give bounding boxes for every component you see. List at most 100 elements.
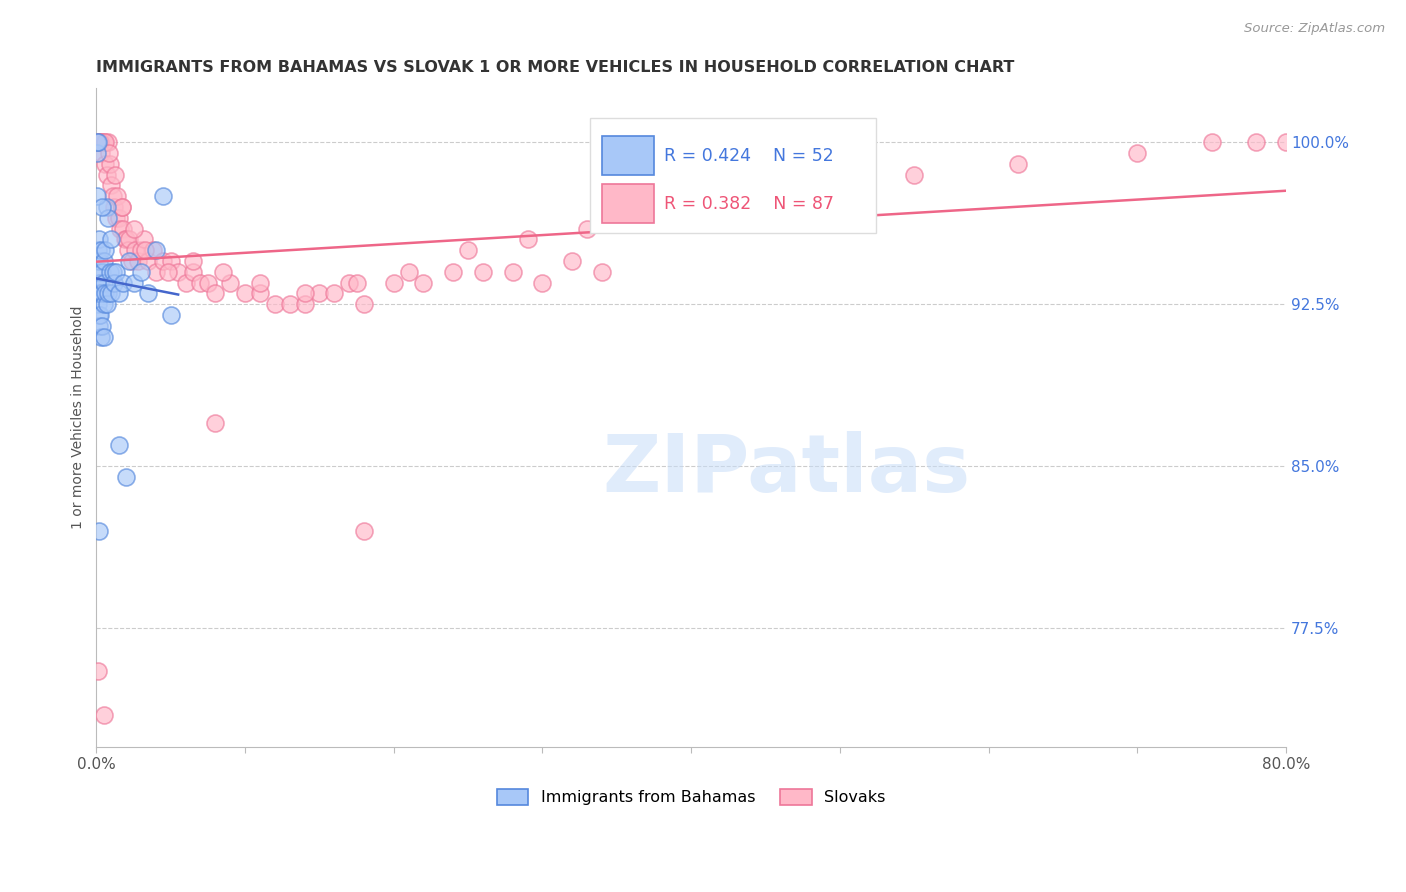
Point: [799, 178, 821, 193]
Point: [91, 265, 114, 279]
Point: [1201, 135, 1223, 149]
Point: [197, 276, 219, 290]
Point: [98, 265, 121, 279]
Point: [111, 200, 134, 214]
Point: [94, 244, 117, 258]
Point: [294, 297, 316, 311]
Point: [204, 286, 226, 301]
Point: [591, 265, 613, 279]
Point: [561, 254, 583, 268]
Point: [107, 437, 129, 451]
Text: R = 0.424    N = 52: R = 0.424 N = 52: [664, 147, 834, 165]
Point: [93, 707, 115, 722]
Point: [263, 297, 285, 311]
Point: [100, 232, 122, 246]
Point: [103, 276, 125, 290]
Point: [159, 308, 181, 322]
Point: [93, 135, 115, 149]
Point: [129, 244, 152, 258]
Point: [111, 200, 134, 214]
Point: [103, 200, 125, 214]
Text: R = 0.382    N = 87: R = 0.382 N = 87: [664, 194, 834, 212]
Point: [87, 244, 110, 258]
Point: [90, 244, 112, 258]
Point: [97, 286, 120, 301]
Point: [93, 254, 115, 268]
Point: [101, 265, 124, 279]
Point: [96, 200, 118, 214]
Point: [93, 276, 115, 290]
Point: [472, 265, 495, 279]
Point: [412, 276, 434, 290]
Point: [337, 276, 360, 290]
Point: [90, 286, 112, 301]
Point: [86, 189, 108, 203]
Point: [89, 318, 111, 333]
Point: [211, 265, 233, 279]
Point: [152, 189, 174, 203]
Point: [249, 286, 271, 301]
Point: [145, 265, 167, 279]
Point: [1244, 135, 1267, 149]
Point: [98, 157, 121, 171]
Point: [124, 244, 146, 258]
Point: [233, 286, 256, 301]
Point: [93, 329, 115, 343]
Point: [353, 524, 375, 538]
Point: [502, 265, 524, 279]
Point: [90, 329, 112, 343]
Point: [87, 308, 110, 322]
Point: [89, 308, 111, 322]
Point: [107, 286, 129, 301]
Point: [105, 189, 128, 203]
Point: [94, 157, 117, 171]
Point: [114, 232, 136, 246]
Point: [159, 254, 181, 268]
Point: [441, 265, 464, 279]
Point: [100, 286, 122, 301]
Point: [115, 470, 138, 484]
Point: [89, 135, 111, 149]
Point: [1007, 157, 1029, 171]
Point: [87, 297, 110, 311]
Point: [710, 189, 733, 203]
Point: [122, 276, 145, 290]
Point: [104, 265, 127, 279]
Point: [104, 211, 127, 225]
Point: [132, 232, 155, 246]
Point: [87, 524, 110, 538]
Point: [308, 286, 330, 301]
Point: [156, 265, 179, 279]
Point: [382, 276, 405, 290]
Point: [138, 286, 160, 301]
Point: [91, 135, 114, 149]
Point: [127, 254, 149, 268]
Point: [91, 286, 114, 301]
Point: [87, 265, 110, 279]
Point: [516, 232, 538, 246]
Point: [152, 254, 174, 268]
Legend: Immigrants from Bahamas, Slovaks: Immigrants from Bahamas, Slovaks: [491, 782, 893, 812]
Point: [531, 276, 554, 290]
Point: [138, 254, 160, 268]
Point: [219, 276, 242, 290]
Point: [294, 286, 316, 301]
Point: [115, 232, 138, 246]
FancyBboxPatch shape: [602, 184, 654, 223]
Point: [98, 146, 121, 161]
Point: [134, 244, 156, 258]
Point: [86, 135, 108, 149]
Point: [204, 416, 226, 430]
Point: [398, 265, 420, 279]
Text: Source: ZipAtlas.com: Source: ZipAtlas.com: [1244, 22, 1385, 36]
Point: [107, 211, 129, 225]
Point: [117, 244, 139, 258]
Point: [278, 297, 301, 311]
FancyBboxPatch shape: [591, 118, 876, 233]
Point: [112, 221, 135, 235]
Point: [346, 276, 368, 290]
Text: ZIPatlas: ZIPatlas: [602, 432, 970, 509]
Point: [145, 244, 167, 258]
Point: [167, 265, 190, 279]
Point: [93, 297, 115, 311]
